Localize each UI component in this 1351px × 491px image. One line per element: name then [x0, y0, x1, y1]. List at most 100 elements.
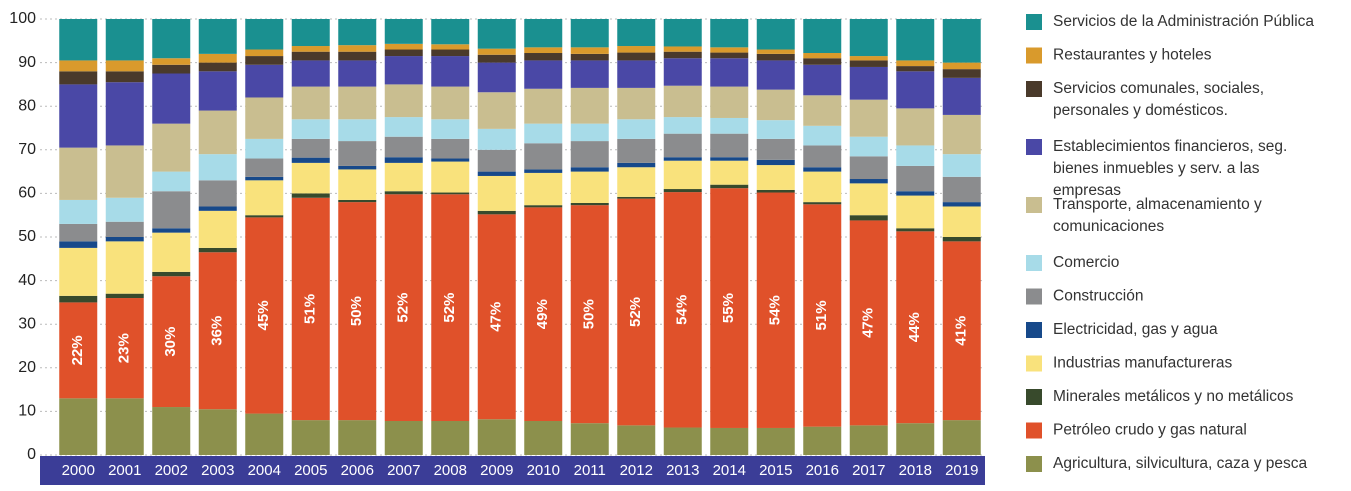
bar-segment	[617, 119, 656, 139]
data-label: 22%	[69, 335, 86, 365]
bar-segment	[59, 398, 98, 455]
bar-segment	[570, 123, 609, 142]
legend-label: Restaurantes y hoteles	[1053, 47, 1212, 64]
y-tick-label: 80	[18, 97, 36, 114]
legend-line: personales y domésticos.	[1053, 102, 1228, 119]
bar-segment	[198, 53, 237, 63]
bar-segment	[384, 43, 423, 50]
data-label: 47%	[488, 302, 505, 332]
bar-segment	[384, 194, 423, 421]
legend-label: Petróleo crudo y gas natural	[1053, 422, 1247, 439]
bar-segment	[942, 19, 981, 63]
bar-segment	[803, 426, 842, 455]
bar-segment	[849, 19, 888, 57]
bar-segment	[291, 51, 330, 61]
bar-segment	[803, 204, 842, 427]
bar-segment	[59, 199, 98, 224]
bar-segment	[524, 123, 563, 144]
bar-segment	[245, 413, 284, 455]
legend-line: bienes inmuebles y serv. a las	[1053, 160, 1260, 177]
bar-segment	[663, 58, 702, 86]
x-tick-label: 2007	[387, 462, 420, 479]
x-tick-label: 2009	[480, 462, 513, 479]
bar-segment	[105, 71, 144, 83]
bar-segment	[152, 171, 191, 192]
bar-segment	[245, 158, 284, 177]
legend-label: Comercio	[1053, 254, 1119, 271]
x-tick-label: 2014	[713, 462, 746, 479]
bar-segment	[477, 19, 516, 49]
bar-segment	[105, 293, 144, 299]
bar-segment	[338, 51, 377, 61]
bar-segment	[756, 189, 795, 193]
x-tick-label: 2004	[248, 462, 281, 479]
bar-segment	[896, 60, 935, 67]
bar-segment	[849, 66, 888, 100]
bar-segment	[756, 49, 795, 54]
bar-segment	[152, 228, 191, 233]
legend-swatch	[1026, 322, 1042, 338]
bar-segment	[477, 62, 516, 93]
bar-segment	[105, 82, 144, 146]
legend-swatch	[1026, 255, 1042, 271]
legend-swatch	[1026, 355, 1042, 372]
x-tick-label: 2010	[527, 462, 560, 479]
legend-swatch	[1026, 422, 1042, 439]
bar-segment	[291, 86, 330, 120]
legend-swatch	[1026, 14, 1042, 30]
bar-segment	[803, 64, 842, 96]
bar-segment	[291, 157, 330, 163]
legend-swatch	[1026, 197, 1042, 213]
bar-segment	[59, 223, 98, 242]
bar-segment	[198, 19, 237, 54]
bar-segment	[803, 19, 842, 54]
bar-segment	[338, 199, 377, 203]
data-label: 49%	[534, 299, 551, 329]
x-tick-label: 2019	[945, 462, 978, 479]
bar-segment	[849, 220, 888, 426]
bar-segment	[710, 117, 749, 134]
x-tick-label: 2000	[62, 462, 95, 479]
bar-segment	[477, 210, 516, 215]
bar-segment	[152, 407, 191, 455]
bar-segment	[803, 95, 842, 126]
data-label: 52%	[627, 297, 644, 327]
y-tick-label: 70	[18, 141, 36, 158]
bar-segment	[524, 169, 563, 173]
bar-segment	[198, 210, 237, 248]
bar-segment	[617, 60, 656, 88]
bar-segment	[524, 88, 563, 124]
bar-segment	[849, 99, 888, 137]
bar-segment	[942, 69, 981, 78]
data-label: 36%	[209, 316, 226, 346]
bar-segment	[384, 56, 423, 85]
bar-segment	[245, 97, 284, 139]
bar-segment	[756, 159, 795, 166]
bar-segment	[384, 420, 423, 455]
bar-segment	[710, 427, 749, 455]
bar-segment	[198, 247, 237, 253]
bar-segment	[152, 271, 191, 277]
bar-segment	[710, 86, 749, 118]
bar-segment	[477, 419, 516, 455]
bar-segment	[105, 221, 144, 237]
bar-segment	[477, 92, 516, 129]
bar-segment	[152, 73, 191, 124]
bar-segment	[849, 60, 888, 67]
bar-segment	[384, 117, 423, 137]
bar-segment	[617, 167, 656, 197]
y-tick-label: 50	[18, 228, 36, 245]
bar-segment	[245, 180, 284, 216]
bar-segment	[803, 53, 842, 59]
bar-segment	[431, 44, 470, 50]
bar-segment	[477, 128, 516, 150]
data-label: 52%	[395, 293, 412, 323]
legend-label: Establecimientos financieros, seg. bienes…	[1053, 138, 1287, 199]
bar-segment	[942, 237, 981, 242]
bar-segment	[570, 423, 609, 455]
bar-segment	[152, 191, 191, 229]
data-label: 54%	[767, 295, 784, 325]
bar-segment	[431, 56, 470, 87]
bar-segment	[617, 162, 656, 168]
bar-segment	[384, 162, 423, 192]
